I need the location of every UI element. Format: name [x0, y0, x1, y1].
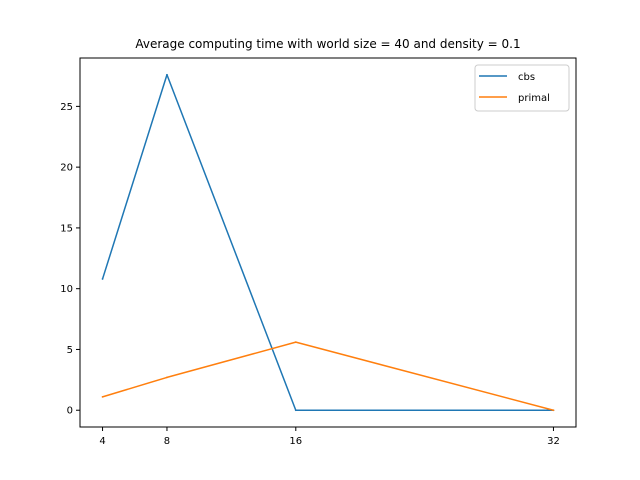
x-tick-label: 8 — [164, 436, 170, 447]
series-line-cbs — [101, 74, 554, 411]
y-tick-label: 25 — [60, 102, 73, 113]
x-tick-label: 4 — [99, 436, 105, 447]
data-point-cbs — [101, 278, 104, 280]
plot-frame — [79, 57, 577, 428]
x-tick-label: 32 — [547, 436, 560, 447]
chart-title: Average computing time with world size =… — [135, 37, 520, 51]
y-tick-label: 15 — [60, 223, 73, 234]
data-point-cbs — [166, 73, 168, 76]
y-tick-label: 10 — [60, 284, 73, 295]
data-point-primal — [294, 341, 297, 344]
y-axis: 0 5 10 15 20 25 — [60, 102, 80, 417]
series-layer — [101, 73, 555, 412]
plot-area — [80, 58, 576, 427]
data-point-primal — [166, 376, 168, 379]
data-point-cbs — [294, 409, 297, 412]
legend-label-primal: primal — [518, 93, 550, 104]
y-tick-label: 5 — [67, 345, 73, 356]
legend-label-cbs: cbs — [518, 72, 535, 83]
x-axis: 4 8 16 32 — [99, 427, 560, 447]
data-point-primal — [101, 395, 104, 398]
data-point-primal — [552, 409, 555, 412]
y-tick-label: 20 — [60, 163, 73, 174]
series-line-primal — [102, 341, 554, 411]
y-tick-label: 0 — [67, 406, 73, 417]
series-primal — [101, 341, 555, 412]
legend: cbs primal — [474, 64, 570, 112]
x-tick-label: 16 — [289, 436, 302, 447]
